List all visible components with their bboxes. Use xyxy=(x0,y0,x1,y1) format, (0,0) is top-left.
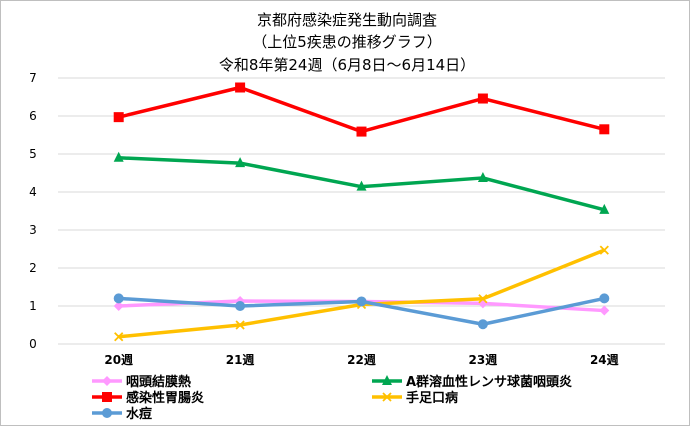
data-point-3-3 xyxy=(478,294,488,304)
data-point-1-1 xyxy=(235,157,246,168)
legend-label-3: 手足口病 xyxy=(406,390,458,406)
chart-title-group: 京都府感染症発生動向調査 （上位5疾患の推移グラフ） 令和8年第24週（6月8日… xyxy=(219,11,475,74)
data-point-1-2 xyxy=(356,180,367,191)
data-point-2-2 xyxy=(356,126,367,137)
data-point-1-4 xyxy=(599,203,610,214)
y-tick-label-2: 2 xyxy=(29,261,37,275)
y-tick-label-6: 6 xyxy=(29,109,37,123)
data-point-0-0 xyxy=(113,301,124,311)
data-point-0-4 xyxy=(599,305,610,316)
data-point-4-3 xyxy=(477,319,488,330)
y-tick-label-7: 7 xyxy=(29,71,37,85)
data-point-3-1 xyxy=(235,320,245,330)
series-4 xyxy=(113,293,610,330)
y-tick-label-0: 0 xyxy=(29,337,37,351)
series-line-2 xyxy=(118,85,605,134)
y-tick-label-1: 1 xyxy=(29,299,37,313)
data-point-1-3 xyxy=(477,171,488,182)
y-tick-label-3: 3 xyxy=(29,223,37,237)
legend-marker-3 xyxy=(382,392,392,402)
legend-label-2: 感染性胃腸炎 xyxy=(126,390,204,406)
legend-marker-1 xyxy=(382,375,392,385)
x-tick-label-1: 21週 xyxy=(226,352,255,367)
legend-label-4: 水痘 xyxy=(126,406,152,422)
data-point-4-2 xyxy=(356,296,367,307)
data-point-2-1 xyxy=(235,82,246,93)
data-point-4-4 xyxy=(599,293,610,304)
legend-entry-2: 感染性胃腸炎 xyxy=(92,390,204,406)
legend-marker-4 xyxy=(102,408,112,418)
data-point-1-0 xyxy=(113,151,124,162)
legend-entry-4: 水痘 xyxy=(92,406,152,422)
y-tick-label-4: 4 xyxy=(29,185,37,199)
legend-label-1: A群溶血性レンサ球菌咽頭炎 xyxy=(406,374,572,390)
data-point-3-4 xyxy=(599,245,609,255)
y-tick-label-5: 5 xyxy=(29,147,37,161)
data-point-2-3 xyxy=(477,93,488,104)
x-tick-label-3: 23週 xyxy=(469,352,498,367)
data-point-2-0 xyxy=(113,112,124,123)
x-tick-label-2: 22週 xyxy=(347,352,376,367)
legend-entry-1: A群溶血性レンサ球菌咽頭炎 xyxy=(372,374,572,390)
series-2 xyxy=(113,82,610,137)
data-point-3-0 xyxy=(114,332,124,342)
x-tick-label-4: 24週 xyxy=(590,352,619,367)
data-point-4-0 xyxy=(113,293,124,304)
chart-title-line-3: 令和8年第24週（6月8日～6月14日） xyxy=(219,56,475,74)
series-line-3 xyxy=(118,248,605,339)
x-tick-label-0: 20週 xyxy=(104,352,133,367)
y-axis-ticks: 0 1 2 3 4 5 6 7 xyxy=(29,71,37,351)
series-1 xyxy=(113,151,610,214)
data-point-4-1 xyxy=(235,301,246,311)
data-point-2-4 xyxy=(599,124,610,135)
series-group xyxy=(113,82,610,342)
legend-marker-0 xyxy=(102,376,112,386)
chart-title-line-1: 京都府感染症発生動向調査 xyxy=(257,11,437,29)
x-axis-ticks: 20週 21週 22週 23週 24週 xyxy=(104,352,618,367)
legend-label-0: 咽頭結膜熱 xyxy=(126,374,191,390)
legend-marker-2 xyxy=(102,392,112,402)
series-3 xyxy=(114,245,609,342)
legend-entry-3: 手足口病 xyxy=(372,390,458,406)
legend-entry-0: 咽頭結膜熱 xyxy=(92,374,191,390)
chart-title-line-2: （上位5疾患の推移グラフ） xyxy=(252,33,442,51)
